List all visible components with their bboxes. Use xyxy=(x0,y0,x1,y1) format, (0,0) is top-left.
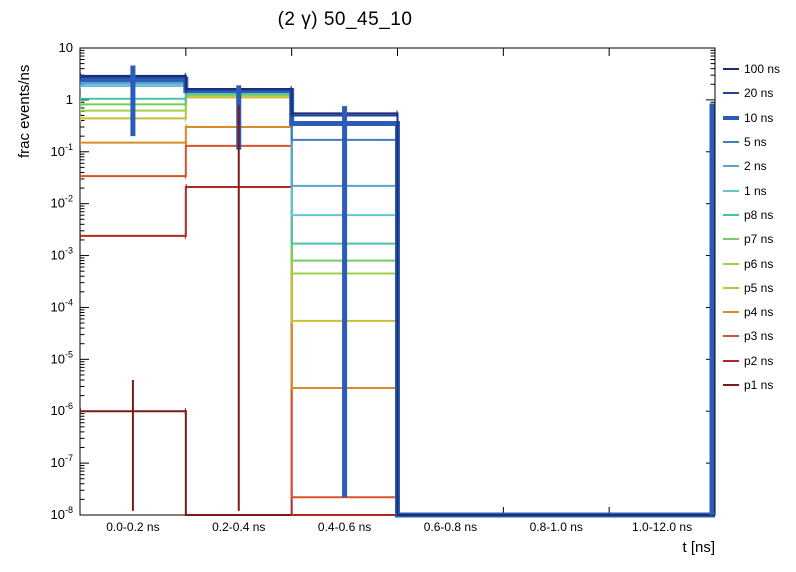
legend-label: p6 ns xyxy=(744,256,774,271)
y-tick-label: 10-8 xyxy=(51,505,73,522)
y-axis-title: frac events/ns xyxy=(16,64,33,158)
legend-swatch xyxy=(723,335,739,338)
legend-item: 20 ns xyxy=(723,81,780,105)
x-tick-label: 0.6-0.8 ns xyxy=(424,520,477,534)
legend-item: 10 ns xyxy=(723,106,780,130)
legend-swatch xyxy=(723,286,739,289)
legend-item: 5 ns xyxy=(723,130,780,154)
legend-label: p8 ns xyxy=(744,207,774,222)
legend-item: 2 ns xyxy=(723,154,780,178)
legend-swatch xyxy=(723,311,739,314)
x-axis-title: t [ns] xyxy=(682,539,715,556)
legend-item: p5 ns xyxy=(723,276,780,300)
legend-item: p7 ns xyxy=(723,227,780,251)
legend-label: 5 ns xyxy=(744,135,767,150)
legend-label: 10 ns xyxy=(744,110,774,125)
legend-label: p4 ns xyxy=(744,305,774,320)
legend-item: p8 ns xyxy=(723,203,780,227)
legend-label: p3 ns xyxy=(744,329,774,344)
legend-item: p3 ns xyxy=(723,324,780,348)
legend-item: p2 ns xyxy=(723,349,780,373)
y-tick-label: 10-2 xyxy=(51,194,73,211)
legend-label: p2 ns xyxy=(744,353,774,368)
y-tick-label: 10-4 xyxy=(51,297,73,314)
legend-swatch xyxy=(723,141,739,144)
legend-item: 1 ns xyxy=(723,178,780,202)
legend-item: 100 ns xyxy=(723,57,780,81)
legend-item: p6 ns xyxy=(723,251,780,275)
y-tick-label: 10-7 xyxy=(51,453,73,470)
x-tick-label: 0.4-0.6 ns xyxy=(318,520,371,534)
legend-swatch xyxy=(723,189,739,192)
legend-swatch xyxy=(723,262,739,265)
legend-label: p1 ns xyxy=(744,378,774,392)
legend-swatch xyxy=(723,165,739,168)
legend-swatch xyxy=(723,115,739,120)
y-tick-label: 1 xyxy=(66,92,73,107)
legend-item: p4 ns xyxy=(723,300,780,324)
legend-label: 100 ns xyxy=(744,62,781,77)
legend: 100 ns 20 ns 10 ns 5 ns 2 ns 1 ns p8 ns p7 ns p6… xyxy=(723,57,780,397)
x-tick-label: 0.2-0.4 ns xyxy=(212,520,265,534)
y-tick-label: 10-3 xyxy=(51,246,73,263)
legend-label: p5 ns xyxy=(744,280,774,295)
legend-swatch xyxy=(723,92,739,95)
legend-swatch xyxy=(723,68,739,71)
legend-swatch xyxy=(723,213,739,216)
y-tick-label: 10 xyxy=(59,40,73,55)
legend-swatch xyxy=(723,359,739,362)
x-tick-label: 1.0-12.0 ns xyxy=(632,520,692,534)
legend-label: 20 ns xyxy=(744,86,774,101)
legend-label: p7 ns xyxy=(744,232,774,247)
x-tick-label: 0.8-1.0 ns xyxy=(530,520,583,534)
legend-swatch xyxy=(723,384,739,386)
y-tick-label: 10-1 xyxy=(51,142,73,159)
legend-label: 2 ns xyxy=(744,159,767,174)
y-tick-label: 10-5 xyxy=(51,349,73,366)
y-tick-label: 10-6 xyxy=(51,401,73,418)
legend-item: p1 ns xyxy=(723,373,780,397)
legend-swatch xyxy=(723,238,739,241)
chart-title: (2 γ) 50_45_10 xyxy=(277,9,413,30)
x-tick-label: 0.0-0.2 ns xyxy=(106,520,159,534)
legend-label: 1 ns xyxy=(744,183,767,198)
